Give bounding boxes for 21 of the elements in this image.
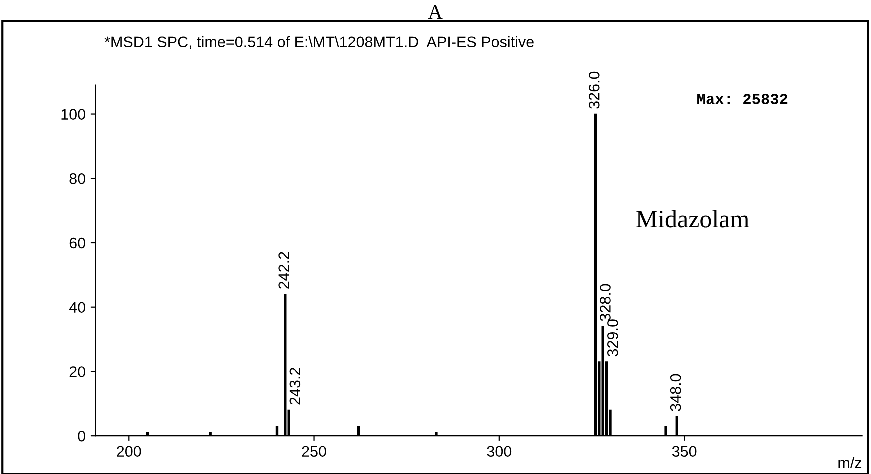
y-tick-label: 60 (70, 238, 86, 249)
annotation: 328.0 (600, 284, 611, 322)
annotation: Max: 25832 (698, 94, 788, 104)
y-tick-label: 40 (69, 302, 86, 314)
chart-title: A (428, 5, 443, 20)
y-tick-label: 100 (62, 109, 86, 120)
annotation: 242.2 (278, 252, 290, 289)
y-tick-label: 20 (70, 366, 86, 378)
annotation: 243.2 (290, 368, 301, 405)
y-tick-label: 80 (70, 174, 86, 184)
x-tick-label: 200 (117, 446, 142, 458)
y-tick-label: 0 (78, 430, 86, 442)
annotation: 348.0 (670, 374, 682, 412)
annotation: 326.0 (588, 72, 600, 109)
annotation: 329.0 (607, 320, 618, 357)
annotation: Midazolam (636, 210, 750, 228)
x-tick-label: 300 (487, 446, 512, 458)
x-axis-title: m/z (838, 457, 862, 468)
x-tick-label: 350 (672, 446, 697, 458)
x-tick-label: 250 (302, 446, 326, 458)
text: *MSD1 SPC, time=0.514 of E:\MT\1208MT1.D API-ES Positive (104, 36, 534, 50)
